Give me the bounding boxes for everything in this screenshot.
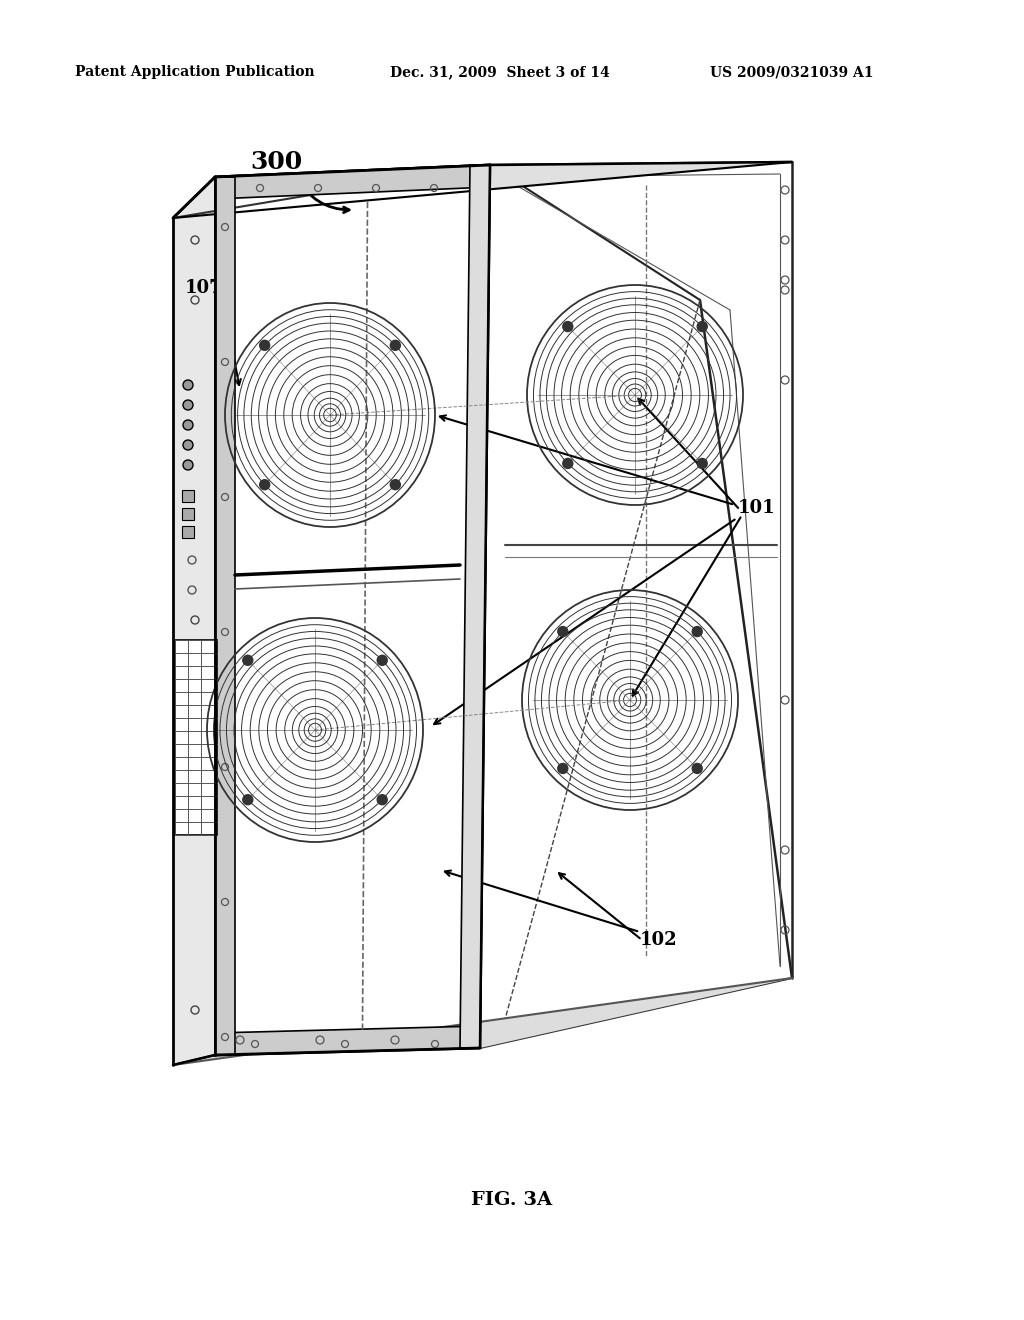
Circle shape xyxy=(563,458,572,469)
Polygon shape xyxy=(460,165,490,1048)
FancyBboxPatch shape xyxy=(182,508,194,520)
Circle shape xyxy=(563,322,572,331)
Polygon shape xyxy=(215,177,234,1055)
Text: 300: 300 xyxy=(250,150,302,174)
Circle shape xyxy=(183,440,193,450)
Circle shape xyxy=(692,627,702,636)
Text: 107: 107 xyxy=(185,279,222,297)
Circle shape xyxy=(183,459,193,470)
Circle shape xyxy=(697,458,708,469)
Text: 101: 101 xyxy=(738,499,775,517)
Circle shape xyxy=(243,795,253,805)
Text: Patent Application Publication: Patent Application Publication xyxy=(75,65,314,79)
Polygon shape xyxy=(215,165,490,199)
Polygon shape xyxy=(175,640,217,836)
Polygon shape xyxy=(173,978,792,1065)
Circle shape xyxy=(558,763,567,774)
Text: US 2009/0321039 A1: US 2009/0321039 A1 xyxy=(710,65,873,79)
Circle shape xyxy=(183,400,193,411)
Circle shape xyxy=(377,655,387,665)
Circle shape xyxy=(558,627,567,636)
Circle shape xyxy=(390,479,400,490)
Circle shape xyxy=(260,479,269,490)
Text: 102: 102 xyxy=(640,931,678,949)
Polygon shape xyxy=(215,165,490,1055)
Text: FIG. 3A: FIG. 3A xyxy=(471,1191,553,1209)
Circle shape xyxy=(260,341,269,350)
Circle shape xyxy=(243,655,253,665)
Polygon shape xyxy=(173,177,215,1065)
Text: Dec. 31, 2009  Sheet 3 of 14: Dec. 31, 2009 Sheet 3 of 14 xyxy=(390,65,609,79)
Circle shape xyxy=(692,763,702,774)
Circle shape xyxy=(390,341,400,350)
Circle shape xyxy=(697,322,708,331)
Circle shape xyxy=(377,795,387,805)
Circle shape xyxy=(183,420,193,430)
Polygon shape xyxy=(173,162,792,218)
Circle shape xyxy=(183,380,193,389)
FancyBboxPatch shape xyxy=(182,525,194,539)
Polygon shape xyxy=(215,1026,480,1055)
FancyBboxPatch shape xyxy=(182,490,194,502)
